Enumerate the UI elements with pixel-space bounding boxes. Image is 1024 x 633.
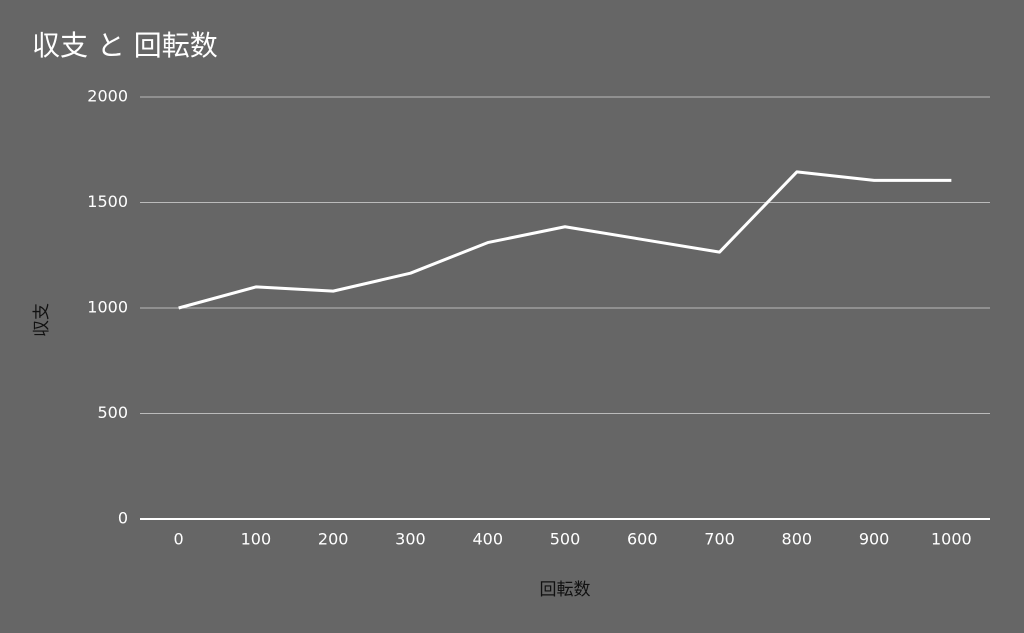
x-tick-label: 500 (550, 530, 581, 549)
y-tick-label: 500 (97, 403, 128, 422)
x-tick-label: 1000 (931, 530, 972, 549)
chart-title: 収支 と 回転数 (32, 29, 218, 62)
x-tick-label: 200 (318, 530, 349, 549)
x-axis-label: 回転数 (540, 580, 591, 600)
y-tick-label: 0 (118, 509, 128, 528)
x-tick-label: 700 (704, 530, 735, 549)
line (178, 170, 952, 310)
x-tick-label: 100 (241, 530, 272, 549)
y-tick-label: 1000 (87, 298, 128, 317)
x-tick-label: 400 (472, 530, 503, 549)
x-tick-label: 0 (174, 530, 184, 549)
x-tick-label: 800 (782, 530, 813, 549)
x-tick-label: 900 (859, 530, 890, 549)
y-tick-label: 2000 (87, 87, 128, 106)
x-tick-label: 600 (627, 530, 658, 549)
y-axis-label: 収支 (32, 303, 52, 337)
y-tick-label: 1500 (87, 192, 128, 211)
x-tick-label: 300 (395, 530, 426, 549)
